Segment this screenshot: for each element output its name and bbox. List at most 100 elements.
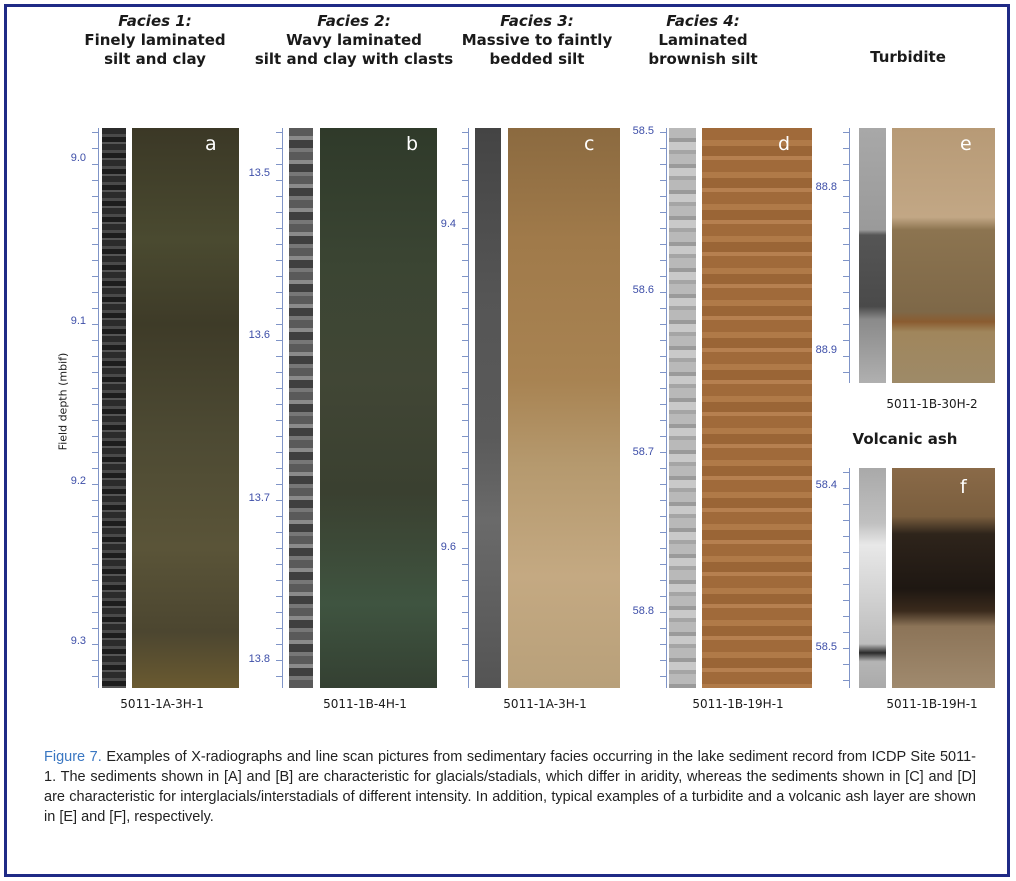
scale-tick <box>276 324 282 325</box>
scale-tick <box>462 436 468 437</box>
scale-tick <box>92 244 98 245</box>
scale-tick <box>843 356 849 357</box>
linescan-photo-e <box>892 128 995 383</box>
linescan-photo-f <box>892 468 995 688</box>
scale-tick <box>660 564 666 565</box>
scale-tick <box>276 580 282 581</box>
tick-label: 9.1 <box>70 315 86 327</box>
scale-tick <box>92 388 98 389</box>
scale-tick <box>660 628 666 629</box>
scale-tick <box>276 276 282 277</box>
facies-4-title: Facies 4: Laminated brownish silt <box>648 12 758 68</box>
volcanic-ash-title: Volcanic ash <box>852 430 958 448</box>
scale-tick <box>276 340 282 341</box>
turbidite-title: Turbidite <box>870 48 946 66</box>
tick-label: 9.2 <box>70 475 86 487</box>
core-id-b: 5011-1B-4H-1 <box>323 697 407 711</box>
scale-tick <box>660 260 666 261</box>
scale-tick <box>276 452 282 453</box>
scale-tick <box>660 372 666 373</box>
scale-tick <box>92 676 98 677</box>
scale-tick <box>92 644 98 645</box>
scale-tick <box>843 292 849 293</box>
scale-tick <box>92 420 98 421</box>
scale-tick <box>462 388 468 389</box>
tick-label: 58.7 <box>632 446 654 458</box>
scale-tick <box>92 516 98 517</box>
scale-tick <box>92 484 98 485</box>
scale-tick <box>462 564 468 565</box>
tick-label: 9.3 <box>70 635 86 647</box>
tick-label: 13.8 <box>248 653 270 665</box>
scale-tick <box>276 212 282 213</box>
scale-tick <box>462 532 468 533</box>
scale-tick <box>92 212 98 213</box>
scale-tick <box>276 260 282 261</box>
scale-tick <box>660 308 666 309</box>
scale-tick <box>276 180 282 181</box>
scale-tick <box>660 180 666 181</box>
scale-tick <box>462 164 468 165</box>
caption-text: Examples of X-radiographs and line scan … <box>44 749 976 825</box>
facies-2-title: Facies 2: Wavy laminated silt and clay w… <box>254 12 454 68</box>
scale-tick <box>843 340 849 341</box>
scale-tick <box>92 580 98 581</box>
scale-tick <box>92 260 98 261</box>
linescan-photo-d <box>702 128 812 688</box>
tick-label: 9.6 <box>440 541 456 553</box>
scale-tick <box>462 676 468 677</box>
scale-tick <box>462 132 468 133</box>
scale-tick <box>276 148 282 149</box>
panel-letter-e: e <box>960 133 972 155</box>
figure-caption: Figure 7. Examples of X-radiographs and … <box>44 747 976 827</box>
scale-tick <box>843 372 849 373</box>
scale-tick <box>462 244 468 245</box>
scale-tick <box>660 276 666 277</box>
scale-tick <box>660 356 666 357</box>
scale-tick <box>843 212 849 213</box>
scale-tick <box>660 532 666 533</box>
tick-label: 9.4 <box>440 218 456 230</box>
scale-tick <box>276 292 282 293</box>
scale-tick <box>462 516 468 517</box>
scale-tick <box>660 612 666 613</box>
scale-tick <box>843 664 849 665</box>
scale-tick <box>660 452 666 453</box>
scale-tick <box>660 292 666 293</box>
scale-tick <box>462 148 468 149</box>
tick-label: 58.8 <box>632 605 654 617</box>
tick-label: 58.6 <box>632 284 654 296</box>
scale-tick <box>92 612 98 613</box>
scale-tick <box>462 612 468 613</box>
scale-tick <box>660 148 666 149</box>
xradiograph-f <box>859 468 886 688</box>
scale-tick <box>843 276 849 277</box>
depth-scale-c <box>462 128 469 688</box>
scale-tick <box>92 180 98 181</box>
panel-letter-c: c <box>584 133 595 155</box>
core-id-f: 5011-1B-19H-1 <box>886 697 978 711</box>
scale-tick <box>276 132 282 133</box>
scale-tick <box>276 420 282 421</box>
scale-tick <box>276 388 282 389</box>
scale-tick <box>276 532 282 533</box>
scale-tick <box>92 340 98 341</box>
scale-tick <box>276 660 282 661</box>
tick-label: 58.5 <box>815 641 837 653</box>
scale-tick <box>276 308 282 309</box>
scale-tick <box>92 404 98 405</box>
scale-tick <box>462 340 468 341</box>
scale-tick <box>462 372 468 373</box>
scale-tick <box>276 484 282 485</box>
scale-tick <box>92 196 98 197</box>
scale-tick <box>660 404 666 405</box>
scale-tick <box>462 276 468 277</box>
scale-tick <box>843 148 849 149</box>
tick-label: 13.7 <box>248 492 270 504</box>
scale-tick <box>462 228 468 229</box>
scale-tick <box>660 212 666 213</box>
scale-tick <box>843 536 849 537</box>
depth-scale-a <box>92 128 99 688</box>
scale-tick <box>462 292 468 293</box>
xradiograph-b <box>289 128 313 688</box>
